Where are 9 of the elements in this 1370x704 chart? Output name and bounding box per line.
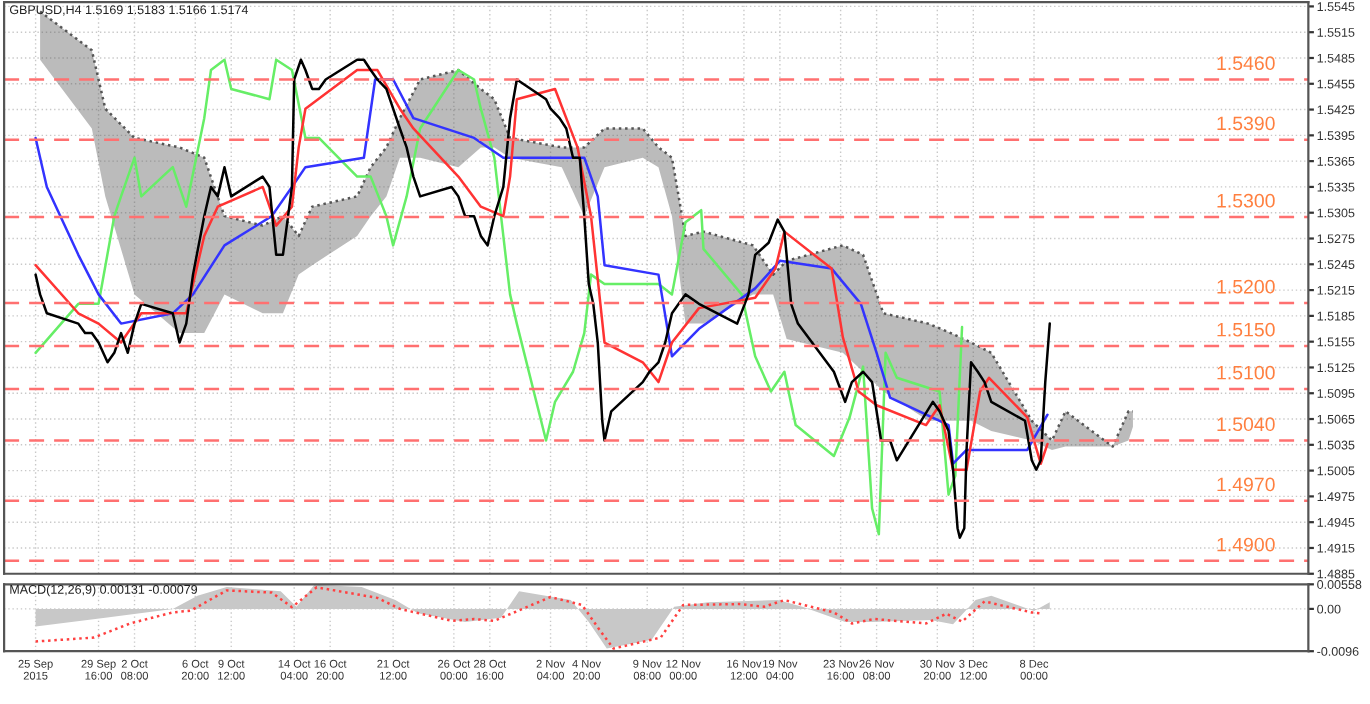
ref-line-label: 1.4970 [1217, 477, 1275, 492]
ref-line-label: 1.5200 [1217, 279, 1275, 294]
ref-line-label: 1.5150 [1217, 322, 1275, 337]
ref-line-label: 1.5460 [1217, 56, 1275, 71]
ref-line-label: 1.5040 [1217, 417, 1275, 432]
ref-line-label: 1.5300 [1217, 193, 1275, 208]
ref-line-label: 1.5100 [1217, 365, 1275, 380]
ref-line-label: 1.5390 [1217, 116, 1275, 131]
ref-line-label: 1.4900 [1217, 537, 1275, 552]
